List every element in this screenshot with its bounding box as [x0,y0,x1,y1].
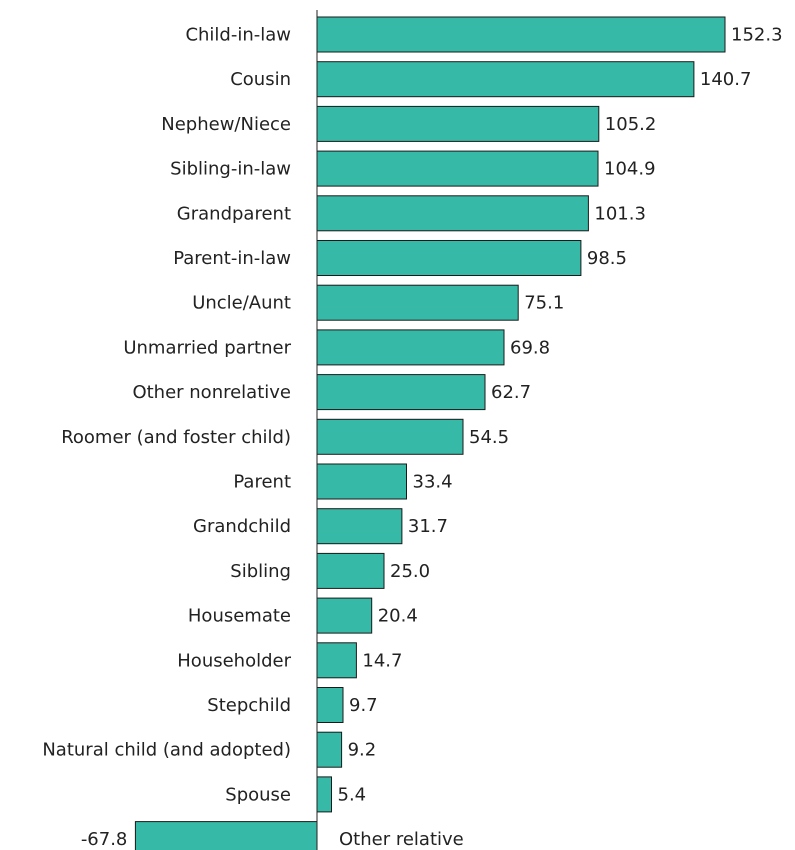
bar-15 [317,688,343,723]
category-label: Cousin [230,69,291,90]
category-label: Roomer (and foster child) [61,427,291,448]
value-label: 25.0 [390,561,430,582]
value-label: 14.7 [362,650,402,671]
category-label: Parent [233,472,291,493]
category-label: Uncle/Aunt [192,293,291,314]
value-label: 9.7 [349,695,378,716]
category-label: Spouse [225,784,291,805]
value-label: 98.5 [587,248,627,269]
category-label: Child-in-law [185,25,291,46]
bar-14 [317,643,356,678]
bar-13 [317,598,372,633]
category-label: Sibling [230,561,291,582]
bar-10 [317,464,407,499]
bar-2 [317,106,599,141]
value-label: 62.7 [491,382,531,403]
category-label: Natural child (and adopted) [42,740,291,761]
bar-16 [317,732,342,767]
category-label: Stepchild [207,695,291,716]
value-label: 101.3 [594,203,646,224]
category-label: Grandchild [193,516,291,537]
value-label: 140.7 [700,69,752,90]
value-label: 104.9 [604,159,656,180]
category-label: Grandparent [177,203,291,224]
value-label: 54.5 [469,427,509,448]
bar-8 [317,375,485,410]
bar-3 [317,151,598,186]
bar-12 [317,553,384,588]
value-label: 31.7 [408,516,448,537]
bar-6 [317,285,518,320]
bar-9 [317,419,463,454]
category-label: Sibling-in-law [170,159,291,180]
category-label: Householder [177,650,291,671]
value-label: -67.8 [81,829,128,850]
value-label: 9.2 [348,740,377,761]
category-label: Housemate [188,606,291,627]
bar-5 [317,241,581,276]
value-label: 75.1 [524,293,564,314]
bar-1 [317,62,694,97]
category-label: Other nonrelative [132,382,291,403]
category-label: Nephew/Niece [161,114,291,135]
category-label: Unmarried partner [123,337,291,358]
category-label: Other relative [339,829,464,850]
value-label: 152.3 [731,25,783,46]
bar-7 [317,330,504,365]
value-label: 20.4 [378,606,418,627]
bar-0 [317,17,725,52]
bar-18 [135,822,317,850]
category-label: Parent-in-law [173,248,291,269]
value-label: 69.8 [510,337,550,358]
value-label: 105.2 [605,114,657,135]
value-label: 5.4 [338,784,367,805]
bar-17 [317,777,332,812]
bar-4 [317,196,588,231]
bar-11 [317,509,402,544]
value-label: 33.4 [413,472,453,493]
